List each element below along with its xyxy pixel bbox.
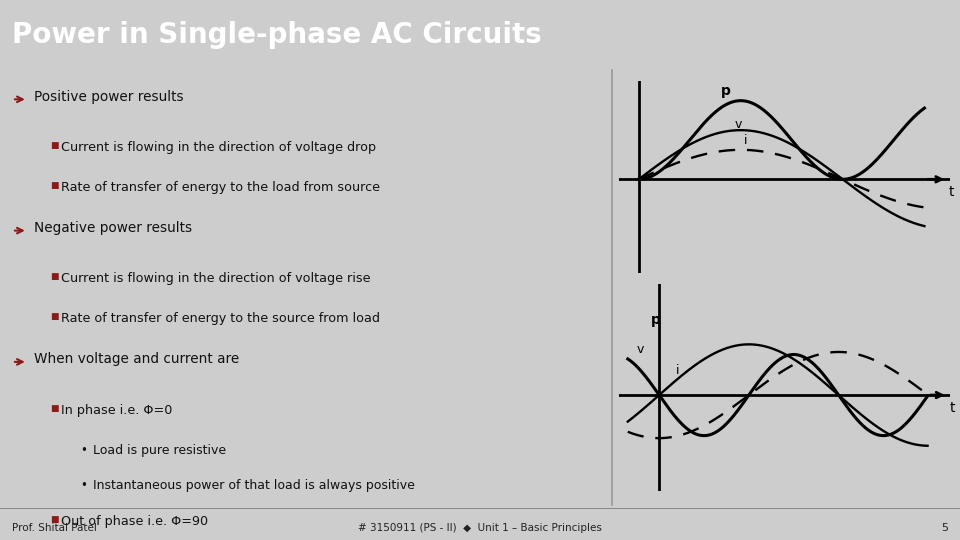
Text: Load is pure resistive: Load is pure resistive xyxy=(93,443,226,457)
Text: Negative power results: Negative power results xyxy=(34,221,192,235)
Text: ■: ■ xyxy=(51,141,60,150)
Text: Rate of transfer of energy to the source from load: Rate of transfer of energy to the source… xyxy=(60,312,380,325)
Text: t: t xyxy=(949,401,955,415)
Text: ■: ■ xyxy=(51,272,60,281)
Text: Prof. Shital Patel: Prof. Shital Patel xyxy=(12,523,96,533)
Text: # 3150911 (PS - II)  ◆  Unit 1 – Basic Principles: # 3150911 (PS - II) ◆ Unit 1 – Basic Pri… xyxy=(358,523,602,533)
Text: v: v xyxy=(636,343,644,356)
Text: When voltage and current are: When voltage and current are xyxy=(34,352,239,366)
Text: i: i xyxy=(676,363,680,376)
Text: 5: 5 xyxy=(942,523,948,533)
Text: Current is flowing in the direction of voltage drop: Current is flowing in the direction of v… xyxy=(60,141,376,154)
Text: Rate of transfer of energy to the load from source: Rate of transfer of energy to the load f… xyxy=(60,181,380,194)
Text: ■: ■ xyxy=(51,312,60,321)
Text: Out of phase i.e. Φ=90: Out of phase i.e. Φ=90 xyxy=(60,515,208,528)
Text: ■: ■ xyxy=(51,403,60,413)
Text: Positive power results: Positive power results xyxy=(34,90,183,104)
Text: v: v xyxy=(734,118,741,131)
Text: Power in Single-phase AC Circuits: Power in Single-phase AC Circuits xyxy=(12,21,542,49)
Text: ■: ■ xyxy=(51,515,60,524)
Text: Current is flowing in the direction of voltage rise: Current is flowing in the direction of v… xyxy=(60,272,371,285)
Text: ■: ■ xyxy=(51,181,60,190)
Text: •: • xyxy=(81,443,87,457)
Text: p: p xyxy=(651,313,660,327)
Text: p: p xyxy=(721,84,732,98)
Text: Instantaneous power of that load is always positive: Instantaneous power of that load is alwa… xyxy=(93,480,415,492)
Text: In phase i.e. Φ=0: In phase i.e. Φ=0 xyxy=(60,403,172,417)
Text: t: t xyxy=(949,185,954,199)
Text: •: • xyxy=(81,480,87,492)
Text: i: i xyxy=(744,134,748,147)
